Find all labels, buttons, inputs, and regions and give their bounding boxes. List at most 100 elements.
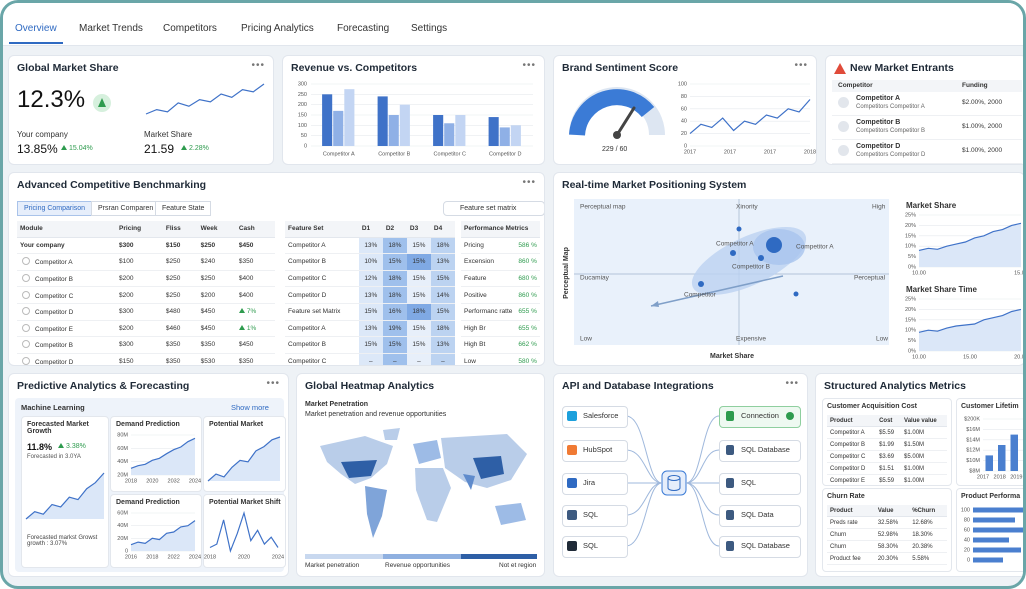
area-chart: 0 20M 40M 60M 2016 2018 2022 2024 — [117, 510, 201, 560]
y-tick-label: 0% — [908, 264, 916, 270]
bar — [973, 507, 1023, 513]
y-tick-label: 50 — [301, 133, 307, 139]
data-table: Product Value %Churn Preds rate 32.58% 12.68%… — [827, 505, 947, 565]
node-icon — [726, 445, 734, 455]
tab[interactable]: Market Trends — [79, 23, 143, 34]
y-tick-label: 150 — [298, 112, 307, 118]
table-row: High Br 655 % — [461, 320, 540, 338]
table-cell: 19% — [382, 320, 407, 338]
x-tick-label: 2024 — [272, 554, 284, 560]
map-label: Xinority — [736, 204, 758, 211]
x-tick-label: 2019 — [1010, 474, 1022, 480]
bar-chart: 100 80 60 40 20 0 — [961, 507, 1023, 563]
avatar — [838, 121, 849, 132]
change: 15.04% — [61, 145, 93, 152]
line — [207, 436, 281, 482]
bar — [510, 125, 521, 146]
y-axis-label: Perceptual Map — [563, 247, 570, 299]
table-cell: $1.50M — [901, 438, 947, 451]
tab-button[interactable]: Prsran Comparen — [91, 201, 161, 216]
table-cell: Competitor A — [285, 237, 359, 255]
table-cell: $250 — [197, 270, 236, 288]
growth-change: 3.38% — [58, 443, 86, 450]
source-node — [562, 536, 628, 558]
table-cell: $1.99 — [876, 438, 902, 451]
card-title: API and Database Integrations — [562, 380, 714, 392]
hub — [661, 470, 687, 496]
connector — [685, 482, 720, 547]
tab[interactable]: Pricing Analytics — [241, 23, 314, 34]
y-tick-label: 100 — [678, 81, 687, 87]
trend-arrow — [650, 275, 784, 307]
panel-title: Potential Market — [209, 421, 264, 428]
table-row: Competitor A $100 $250 $240 $350 — [17, 253, 275, 271]
menu[interactable] — [794, 60, 808, 71]
point-label: Competitor A — [716, 241, 754, 248]
table-cell: Churn — [827, 528, 875, 541]
up-icon — [93, 94, 111, 112]
show-more[interactable]: Show more — [231, 403, 269, 412]
table-cell: Competitor B — [17, 270, 117, 288]
x-tick-label: Competitor C — [434, 151, 466, 157]
y-tick-label: 25% — [905, 212, 916, 218]
mini-panel: Demand Prediction 0 20M 40M 60M 2016 2018 2022… — [110, 494, 202, 568]
bar — [388, 115, 399, 146]
table-cell: $530 — [197, 353, 236, 365]
node-label: HubSpot — [583, 445, 613, 454]
bar — [455, 115, 466, 146]
column-header: Pricing — [116, 221, 163, 238]
node-label: SQL Database — [741, 445, 790, 454]
x-tick-label: 2017 — [724, 149, 736, 155]
dropdown[interactable]: Feature set matrix — [443, 201, 544, 216]
sub-panel: Product Performa 100 80 60 40 20 0 — [956, 488, 1023, 572]
column-header: Feature Set — [285, 221, 359, 238]
tab[interactable]: Forecasting — [337, 23, 390, 34]
column-header: Value — [874, 505, 910, 517]
column-header: D4 — [430, 221, 455, 238]
mini-panel: Potential Market Shift 2018 2020 2024 — [203, 494, 286, 568]
row-label: 20 — [964, 547, 970, 553]
menu[interactable] — [251, 60, 265, 71]
line — [918, 308, 1022, 333]
tab[interactable]: Competitors — [163, 23, 217, 34]
change: 2.28% — [181, 145, 209, 152]
node-icon — [726, 541, 734, 551]
node-label: SQL — [741, 478, 757, 487]
row-label: 60 — [964, 527, 970, 533]
line — [130, 437, 196, 469]
node-icon — [567, 411, 577, 421]
table-cell: Competitor C — [17, 286, 117, 304]
tab-button[interactable]: Feature State — [155, 201, 212, 216]
tab-button[interactable]: Pricing Comparison — [17, 201, 93, 216]
bar-chart: $8M$10M$12M$14M$16M$200K2017201820192020 — [964, 416, 1023, 480]
node-label: Connection — [741, 411, 779, 420]
menu[interactable] — [522, 177, 536, 188]
table-row: Competitor C $200 $250 $200 $400 — [17, 286, 275, 304]
tab[interactable]: Overview — [9, 23, 63, 44]
table-row: Feature 680 % — [461, 270, 540, 288]
node-label: Salesforce — [583, 411, 619, 420]
line — [145, 83, 265, 115]
bar — [333, 110, 344, 146]
table-cell: $460 — [162, 320, 198, 338]
data-table: Product Cost Value value Competitor A $5.59 $… — [827, 415, 947, 485]
x-tick-label: 15.00 — [1014, 270, 1024, 276]
warning-icon — [834, 63, 846, 74]
table-cell: 52.98% — [874, 528, 910, 541]
line — [25, 472, 105, 520]
menu[interactable] — [522, 60, 536, 71]
y-tick-label: 20% — [905, 307, 916, 313]
menu[interactable] — [785, 378, 799, 389]
region — [413, 440, 441, 464]
table-cell: 18.30% — [909, 528, 947, 541]
tab[interactable]: Settings — [411, 23, 448, 34]
point — [758, 255, 764, 261]
menu[interactable] — [266, 378, 280, 389]
line — [918, 222, 1022, 251]
legend-label: Revenue opportunities — [385, 562, 451, 569]
source-node — [562, 505, 628, 527]
node-label: SQL Data — [741, 510, 774, 519]
table-cell: $350 — [197, 336, 236, 354]
table-cell: $200 — [197, 286, 236, 304]
y-tick-label: 20 — [681, 131, 687, 137]
